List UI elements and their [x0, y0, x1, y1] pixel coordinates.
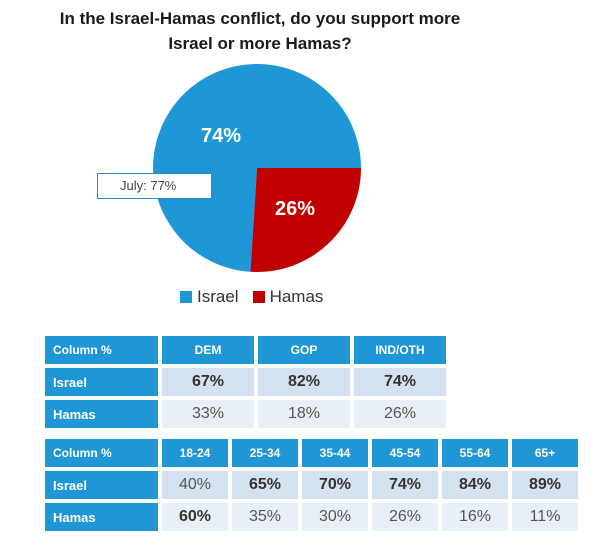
- party-header-dem: DEM: [162, 336, 254, 364]
- party-cell: 74%: [354, 368, 446, 396]
- party-row-label-israel: Israel: [45, 368, 158, 396]
- age-table: Column % 18-24 25-34 35-44 45-54 55-64 6…: [41, 435, 582, 535]
- age-cell: 65%: [232, 471, 298, 499]
- age-header-55-64: 55-64: [442, 439, 508, 467]
- age-cell: 11%: [512, 503, 578, 531]
- legend-swatch-hamas: [252, 291, 265, 303]
- age-header-25-34: 25-34: [232, 439, 298, 467]
- legend-label-hamas: Hamas: [269, 287, 324, 306]
- party-header-gop: GOP: [258, 336, 350, 364]
- party-row-hamas: Hamas 33% 18% 26%: [45, 400, 446, 428]
- party-cell: 26%: [354, 400, 446, 428]
- legend: Israel Hamas: [180, 287, 337, 307]
- party-cell: 33%: [162, 400, 254, 428]
- age-header-18-24: 18-24: [162, 439, 228, 467]
- party-row-label-hamas: Hamas: [45, 400, 158, 428]
- age-cell: 30%: [302, 503, 368, 531]
- age-header-35-44: 35-44: [302, 439, 368, 467]
- age-row-label-hamas: Hamas: [45, 503, 158, 531]
- age-header-45-54: 45-54: [372, 439, 438, 467]
- age-cell: 74%: [372, 471, 438, 499]
- pie-label-hamas: 26%: [275, 198, 315, 220]
- party-table: Column % DEM GOP IND/OTH Israel 67% 82% …: [41, 332, 450, 432]
- age-header-65-plus: 65+: [512, 439, 578, 467]
- party-table-header: Column % DEM GOP IND/OTH: [45, 336, 446, 364]
- age-cell: 89%: [512, 471, 578, 499]
- age-table-header: Column % 18-24 25-34 35-44 45-54 55-64 6…: [45, 439, 578, 467]
- pie-label-israel: 74%: [201, 125, 241, 147]
- legend-item-israel: Israel: [180, 287, 239, 307]
- party-header-ind: IND/OTH: [354, 336, 446, 364]
- legend-item-hamas: Hamas: [252, 287, 324, 307]
- age-cell: 70%: [302, 471, 368, 499]
- age-row-label-israel: Israel: [45, 471, 158, 499]
- age-cell: 60%: [162, 503, 228, 531]
- july-annotation: July: 77%: [97, 173, 212, 199]
- pie-slice-israel: [153, 63, 361, 272]
- age-cell: 26%: [372, 503, 438, 531]
- party-cell: 82%: [258, 368, 350, 396]
- party-cell: 18%: [258, 400, 350, 428]
- title-line-2: Israel or more Hamas?: [168, 34, 352, 53]
- pie-slice-hamas: [250, 168, 361, 272]
- legend-label-israel: Israel: [197, 287, 239, 306]
- age-row-israel: Israel 40% 65% 70% 74% 84% 89%: [45, 471, 578, 499]
- legend-swatch-israel: [180, 291, 192, 303]
- age-row-hamas: Hamas 60% 35% 30% 26% 16% 11%: [45, 503, 578, 531]
- age-header-label: Column %: [45, 439, 158, 467]
- age-cell: 84%: [442, 471, 508, 499]
- age-cell: 16%: [442, 503, 508, 531]
- party-row-israel: Israel 67% 82% 74%: [45, 368, 446, 396]
- age-cell: 40%: [162, 471, 228, 499]
- party-cell: 67%: [162, 368, 254, 396]
- age-cell: 35%: [232, 503, 298, 531]
- title-line-1: In the Israel-Hamas conflict, do you sup…: [59, 9, 461, 28]
- chart-title: In the Israel-Hamas conflict, do you sup…: [0, 6, 520, 56]
- party-header-label: Column %: [45, 336, 158, 364]
